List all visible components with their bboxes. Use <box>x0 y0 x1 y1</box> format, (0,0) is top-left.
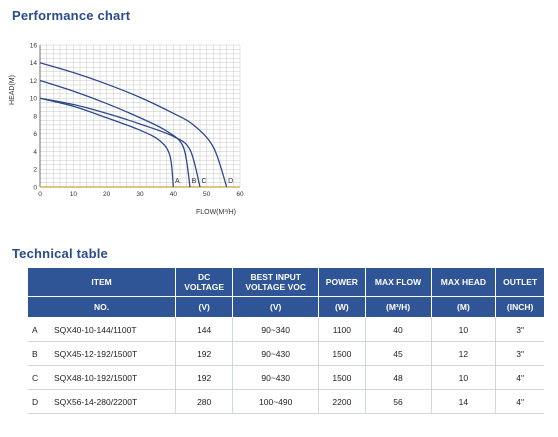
header-best-input-voltage-text: BEST INPUT VOLTAGE VOC <box>245 272 306 292</box>
row-dc-voltage: 192 <box>175 365 234 390</box>
row-power: 2200 <box>318 389 366 414</box>
unit-max-head: (M) <box>431 296 497 318</box>
x-tick-label: 30 <box>136 191 144 198</box>
header-max-head: MAX HEAD <box>431 268 497 297</box>
y-axis-label: HEAD(M) <box>9 75 16 105</box>
y-tick-label: 2 <box>33 167 37 174</box>
table-row: D SQX56-14-280/2200T 280 100~490 2200 56… <box>28 389 544 414</box>
row-letter: B <box>28 341 42 366</box>
y-tick-label: 4 <box>33 149 37 156</box>
curve-label-c: C <box>201 178 206 185</box>
unit-max-flow: (M³/H) <box>365 296 432 318</box>
header-power: POWER <box>318 268 366 297</box>
chart-title: Performance chart <box>12 8 131 23</box>
table-header-row: ITEM DC VOLTAGE BEST INPUT VOLTAGE VOC P… <box>28 268 544 297</box>
row-item: SQX56-14-280/2200T <box>42 389 177 414</box>
row-max-head: 10 <box>431 317 497 342</box>
header-dc-voltage: DC VOLTAGE <box>175 268 234 297</box>
row-power: 1500 <box>318 341 366 366</box>
row-max-head: 10 <box>431 365 497 390</box>
row-max-flow: 56 <box>365 389 432 414</box>
y-tick-label: 8 <box>33 113 37 120</box>
row-item: SQX45-12-192/1500T <box>42 341 177 366</box>
row-dc-voltage: 144 <box>175 317 234 342</box>
y-tick-label: 16 <box>30 42 38 49</box>
y-tick-label: 14 <box>30 60 38 67</box>
header-max-flow: MAX FLOW <box>365 268 432 297</box>
row-dc-voltage: 192 <box>175 341 234 366</box>
table-row: C SQX48-10-192/1500T 192 90~430 1500 48 … <box>28 365 544 390</box>
row-max-flow: 40 <box>365 317 432 342</box>
row-max-flow: 48 <box>365 365 432 390</box>
unit-voc: (V) <box>232 296 320 318</box>
header-dc-voltage-text: DC VOLTAGE <box>184 272 225 292</box>
chart-grid <box>39 44 241 188</box>
curve-d <box>39 62 228 188</box>
row-outlet: 4" <box>495 365 544 390</box>
x-tick-label: 10 <box>70 191 78 198</box>
row-voc: 90~340 <box>232 317 320 342</box>
x-tick-label: 40 <box>170 191 178 198</box>
technical-table: ITEM DC VOLTAGE BEST INPUT VOLTAGE VOC P… <box>28 268 544 414</box>
row-voc: 100~490 <box>232 389 320 414</box>
unit-outlet: (INCH) <box>495 296 544 318</box>
x-tick-label: 60 <box>236 191 244 198</box>
row-voc: 90~430 <box>232 341 320 366</box>
header-best-input-voltage: BEST INPUT VOLTAGE VOC <box>232 268 320 297</box>
table-row: B SQX45-12-192/1500T 192 90~430 1500 45 … <box>28 341 544 366</box>
chart-axes <box>39 45 240 188</box>
row-power: 1100 <box>318 317 366 342</box>
header-item: ITEM <box>28 268 177 297</box>
table-title: Technical table <box>12 246 108 261</box>
row-letter: D <box>28 389 42 414</box>
unit-dc-voltage: (V) <box>175 296 234 318</box>
unit-power: (W) <box>318 296 366 318</box>
curve-c <box>39 97 201 188</box>
table-units-row: NO. (V) (V) (W) (M³/H) (M) (INCH) <box>28 296 544 318</box>
x-axis-label: FLOW(M³/H) <box>196 209 236 216</box>
curve-b <box>39 79 191 188</box>
table-row: A SQX40-10-144/1100T 144 90~340 1100 40 … <box>28 317 544 342</box>
curve-label-b: B <box>192 178 197 185</box>
row-power: 1500 <box>318 365 366 390</box>
x-tick-label: 20 <box>103 191 111 198</box>
row-letter: A <box>28 317 42 342</box>
curve-label-a: A <box>175 178 180 185</box>
chart-ticks: 0 10 20 30 40 50 60 0 2 4 6 8 10 12 14 16 <box>30 42 244 198</box>
row-letter: C <box>28 365 42 390</box>
row-outlet: 3" <box>495 341 544 366</box>
x-tick-label: 50 <box>203 191 211 198</box>
y-tick-label: 10 <box>30 96 38 103</box>
chart-curves <box>39 62 228 188</box>
y-tick-label: 12 <box>30 78 38 85</box>
header-outlet: OUTLET <box>495 268 544 297</box>
row-max-flow: 45 <box>365 341 432 366</box>
row-dc-voltage: 280 <box>175 389 234 414</box>
row-outlet: 3" <box>495 317 544 342</box>
y-tick-label: 6 <box>33 131 37 138</box>
row-item: SQX48-10-192/1500T <box>42 365 177 390</box>
x-tick-label: 0 <box>38 191 42 198</box>
row-item: SQX40-10-144/1100T <box>42 317 177 342</box>
y-tick-label: 0 <box>33 184 37 191</box>
row-max-head: 12 <box>431 341 497 366</box>
row-max-head: 14 <box>431 389 497 414</box>
curve-a <box>39 97 174 188</box>
curve-label-d: D <box>228 178 233 185</box>
row-outlet: 4" <box>495 389 544 414</box>
row-voc: 90~430 <box>232 365 320 390</box>
unit-no: NO. <box>28 296 177 318</box>
